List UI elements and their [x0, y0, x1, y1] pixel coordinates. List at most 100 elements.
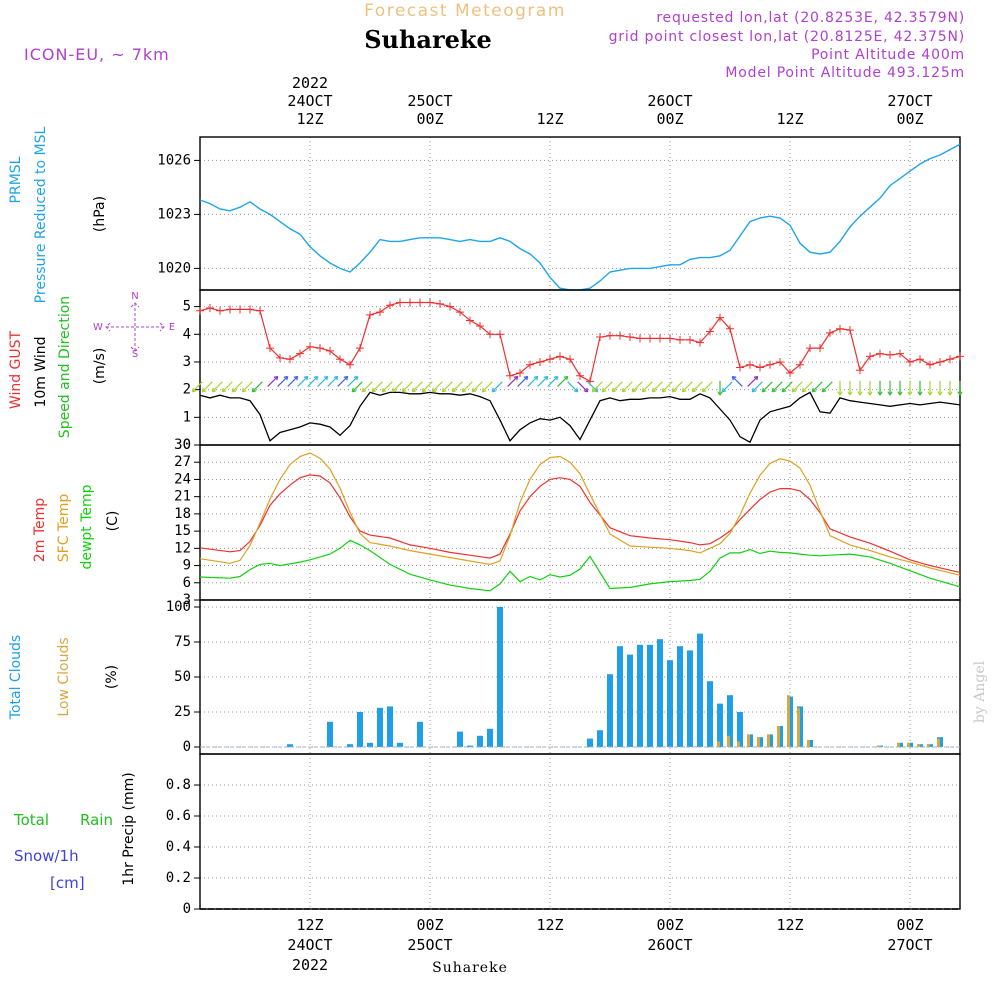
top-time-label: 24OCT — [287, 92, 332, 110]
wind-arrow-head — [651, 387, 657, 393]
gust-marker — [376, 308, 384, 317]
point-altitude: Point Altitude 400m — [811, 47, 965, 63]
top-time-label: 00Z — [896, 110, 923, 128]
wind-direction-arrow — [641, 381, 653, 393]
y-tick-label: 0.8 — [166, 777, 191, 793]
wind-arrow-head — [671, 387, 677, 393]
bottom-time-label: 24OCT — [287, 936, 332, 954]
wind-direction-arrow — [381, 381, 393, 393]
requested-coords: requested lon,lat (20.8253E, 42.3579N) — [656, 10, 965, 26]
compass-s: S — [132, 349, 138, 360]
wind-arrow-head — [201, 387, 207, 393]
total-clouds-bar — [617, 646, 623, 747]
wind-arrow-head — [631, 387, 637, 393]
gust-marker — [536, 357, 544, 366]
wind-arrow-head — [351, 387, 357, 393]
panel-frame — [199, 289, 961, 446]
wind-arrow-head — [611, 387, 617, 393]
y-tick-label: 25 — [174, 704, 191, 720]
wind-arrow-head — [937, 391, 943, 396]
gust-marker — [206, 303, 214, 312]
gust-marker — [296, 349, 304, 358]
wind-arrow-head — [391, 387, 397, 393]
wind-direction-arrow — [621, 381, 633, 393]
low-clouds-bar — [727, 735, 730, 747]
gust-marker — [566, 355, 574, 364]
wind-arrow-head — [533, 375, 539, 381]
total-clouds-bar — [487, 728, 493, 747]
gust-marker — [876, 349, 884, 358]
wind-direction-arrow — [821, 381, 833, 393]
gust-marker — [556, 352, 564, 361]
gust-marker — [826, 328, 834, 337]
wind-direction-arrow — [231, 381, 243, 393]
wind-direction-arrow — [701, 381, 713, 393]
gust-marker — [666, 334, 674, 343]
wind-arrow-head — [717, 391, 723, 396]
low-clouds-bar — [767, 734, 770, 747]
wind-arrow-head — [411, 387, 417, 393]
gust-marker — [366, 310, 374, 319]
y-tick-label: 0 — [183, 901, 191, 917]
wind-arrow-head — [837, 391, 843, 396]
gust-marker — [916, 355, 924, 364]
wind-direction-arrow — [337, 375, 349, 387]
y-tick-label: 0.4 — [166, 839, 191, 855]
top-time-label: 00Z — [416, 110, 443, 128]
gust-marker — [396, 298, 404, 307]
wind-arrow-head — [343, 375, 349, 381]
total-clouds-bar — [377, 707, 383, 747]
gust-marker — [466, 316, 474, 325]
wind-arrow-head — [857, 391, 863, 396]
low-clouds-bar — [787, 695, 790, 747]
wind-arrow-head — [897, 391, 903, 396]
y-tick-label: 9 — [183, 558, 191, 574]
gust-marker — [726, 324, 734, 333]
low-clouds-bar — [807, 740, 810, 747]
wind-arrow-head — [573, 387, 579, 393]
wind-direction-arrow — [351, 381, 363, 393]
low-clouds-bar — [877, 745, 880, 747]
gust-marker — [946, 355, 954, 364]
total-clouds-bar — [417, 721, 423, 747]
bottom-time-label: 12Z — [296, 916, 323, 934]
top-time-label: 26OCT — [647, 92, 692, 110]
wind-direction-arrow — [267, 375, 279, 387]
y-tick-label: 24 — [174, 471, 191, 487]
wind-arrow-head — [323, 375, 329, 381]
temp-unit-label: (C) — [105, 511, 121, 532]
gust-marker — [406, 298, 414, 307]
bottom-time-label: 27OCT — [887, 936, 932, 954]
wind-arrow-head — [471, 387, 477, 393]
sfc-temp-label: SFC Temp — [56, 494, 72, 563]
wind-direction-arrow — [537, 375, 549, 387]
wind-direction-arrow — [791, 381, 803, 393]
place-title: Suhareke — [364, 25, 492, 54]
wind-direction-arrow — [761, 381, 773, 393]
wind-arrow-head — [361, 387, 367, 393]
gust-marker — [866, 352, 874, 361]
wind-arrow-head — [461, 387, 467, 393]
wind-arrow-head — [333, 375, 339, 381]
wind-arrow-head — [513, 375, 519, 381]
wind-direction-arrow — [547, 375, 559, 387]
gust-marker — [546, 355, 554, 364]
chart-subtitle: Forecast Meteogram — [364, 1, 566, 21]
wind-arrow-head — [601, 387, 607, 393]
wind-arrow-head — [791, 387, 797, 393]
wind-direction-arrow — [781, 381, 793, 393]
wind-arrow-head — [553, 375, 559, 381]
wind-direction-arrow — [611, 381, 623, 393]
total-clouds-bar — [467, 745, 473, 747]
low-clouds-bar — [937, 738, 940, 747]
wind-direction-arrow — [751, 381, 763, 393]
compass-w: W — [93, 322, 103, 333]
wind-direction-arrow — [287, 375, 299, 387]
gust-marker — [856, 366, 864, 375]
wind-arrow-head — [441, 387, 447, 393]
wind-arrow-head — [481, 387, 487, 393]
wind-arrow-head — [957, 391, 963, 396]
gust-marker — [716, 313, 724, 322]
